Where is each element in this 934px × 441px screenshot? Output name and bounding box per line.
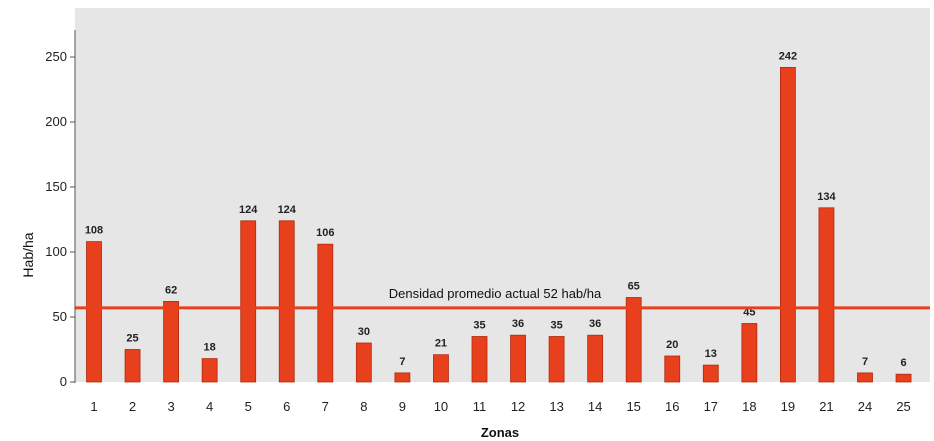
bar-zona-3 [163, 300, 180, 383]
x-tick-label: 6 [283, 399, 290, 414]
x-tick-label: 16 [665, 399, 679, 414]
x-tick-label: 4 [206, 399, 213, 414]
data-label: 7 [862, 356, 868, 368]
bar-zona-25 [895, 373, 912, 383]
bar-zona-12 [510, 334, 526, 383]
reference-line-label: Densidad promedio actual 52 hab/ha [389, 286, 602, 301]
bar-zona-1 [86, 241, 102, 383]
bar-zona-19 [780, 67, 796, 383]
data-label: 65 [628, 281, 640, 293]
plot-background [75, 8, 930, 382]
y-axis-ticks: 0 50 100 150 200 250 [45, 49, 75, 389]
bar-zona-13 [548, 336, 565, 383]
bar-zona-7 [317, 243, 334, 383]
x-tick-label: 2 [129, 399, 136, 414]
data-label: 36 [589, 318, 601, 330]
bars-group [86, 67, 912, 383]
x-axis-ticks: 1 2 3 4 5 6 7 8 9 10 11 12 13 14 15 16 17 18 19 21 24 25 [90, 399, 910, 414]
bar-zona-15 [625, 297, 642, 383]
data-label: 62 [165, 284, 177, 296]
x-tick-label: 14 [588, 399, 602, 414]
x-tick-label: 3 [167, 399, 174, 414]
y-tick-label: 0 [60, 374, 67, 389]
bar-zona-14 [587, 334, 604, 383]
data-label: 21 [435, 338, 447, 350]
x-tick-label: 24 [858, 399, 872, 414]
data-label: 35 [473, 320, 485, 332]
bar-zona-2 [124, 349, 141, 383]
y-tick-label: 150 [45, 179, 67, 194]
bar-zona-21 [818, 207, 835, 383]
bar-zona-11 [471, 336, 488, 383]
bar-zona-10 [433, 354, 449, 383]
x-tick-label: 8 [360, 399, 367, 414]
y-tick-label: 100 [45, 244, 67, 259]
x-tick-label: 10 [434, 399, 448, 414]
data-label: 134 [817, 191, 836, 203]
bar-zona-16 [664, 355, 681, 383]
data-label: 106 [316, 227, 334, 239]
data-label: 242 [779, 50, 797, 62]
data-label: 13 [705, 348, 717, 360]
data-label: 45 [743, 307, 755, 319]
bar-zona-5 [240, 220, 257, 383]
x-tick-label: 18 [742, 399, 756, 414]
bar-zona-9 [394, 372, 411, 383]
data-label: 124 [278, 204, 297, 216]
bar-zona-4 [201, 358, 218, 383]
bar-zona-6 [278, 220, 295, 383]
x-tick-label: 17 [704, 399, 718, 414]
y-tick-label: 200 [45, 114, 67, 129]
x-tick-label: 11 [473, 399, 487, 414]
data-label: 7 [399, 356, 405, 368]
bar-zona-8 [355, 342, 372, 383]
x-tick-label: 9 [399, 399, 406, 414]
data-label: 36 [512, 318, 524, 330]
data-label: 6 [900, 357, 906, 369]
data-label: 35 [550, 320, 562, 332]
data-label: 108 [85, 225, 103, 237]
bar-zona-17 [702, 364, 719, 383]
data-label: 18 [204, 342, 216, 354]
x-tick-label: 15 [626, 399, 640, 414]
data-label: 124 [239, 204, 258, 216]
data-label: 30 [358, 326, 370, 338]
data-label: 25 [126, 333, 138, 345]
y-tick-label: 250 [45, 49, 67, 64]
x-tick-label: 1 [90, 399, 97, 414]
bar-zona-18 [741, 323, 758, 383]
x-tick-label: 7 [322, 399, 329, 414]
bar-zona-24 [857, 372, 873, 383]
x-tick-label: 5 [245, 399, 252, 414]
data-label: 20 [666, 339, 678, 351]
y-tick-label: 50 [53, 309, 67, 324]
x-tick-label: 13 [549, 399, 563, 414]
x-tick-label: 12 [511, 399, 525, 414]
x-tick-label: 21 [819, 399, 833, 414]
y-axis-title: Hab/ha [20, 232, 36, 277]
x-axis-title: Zonas [481, 425, 519, 440]
x-tick-label: 25 [896, 399, 910, 414]
data-labels: 108 25 62 18 124 124 106 30 7 21 35 36 35 36 65 20 13 45 2… [85, 50, 907, 369]
x-tick-label: 19 [781, 399, 795, 414]
